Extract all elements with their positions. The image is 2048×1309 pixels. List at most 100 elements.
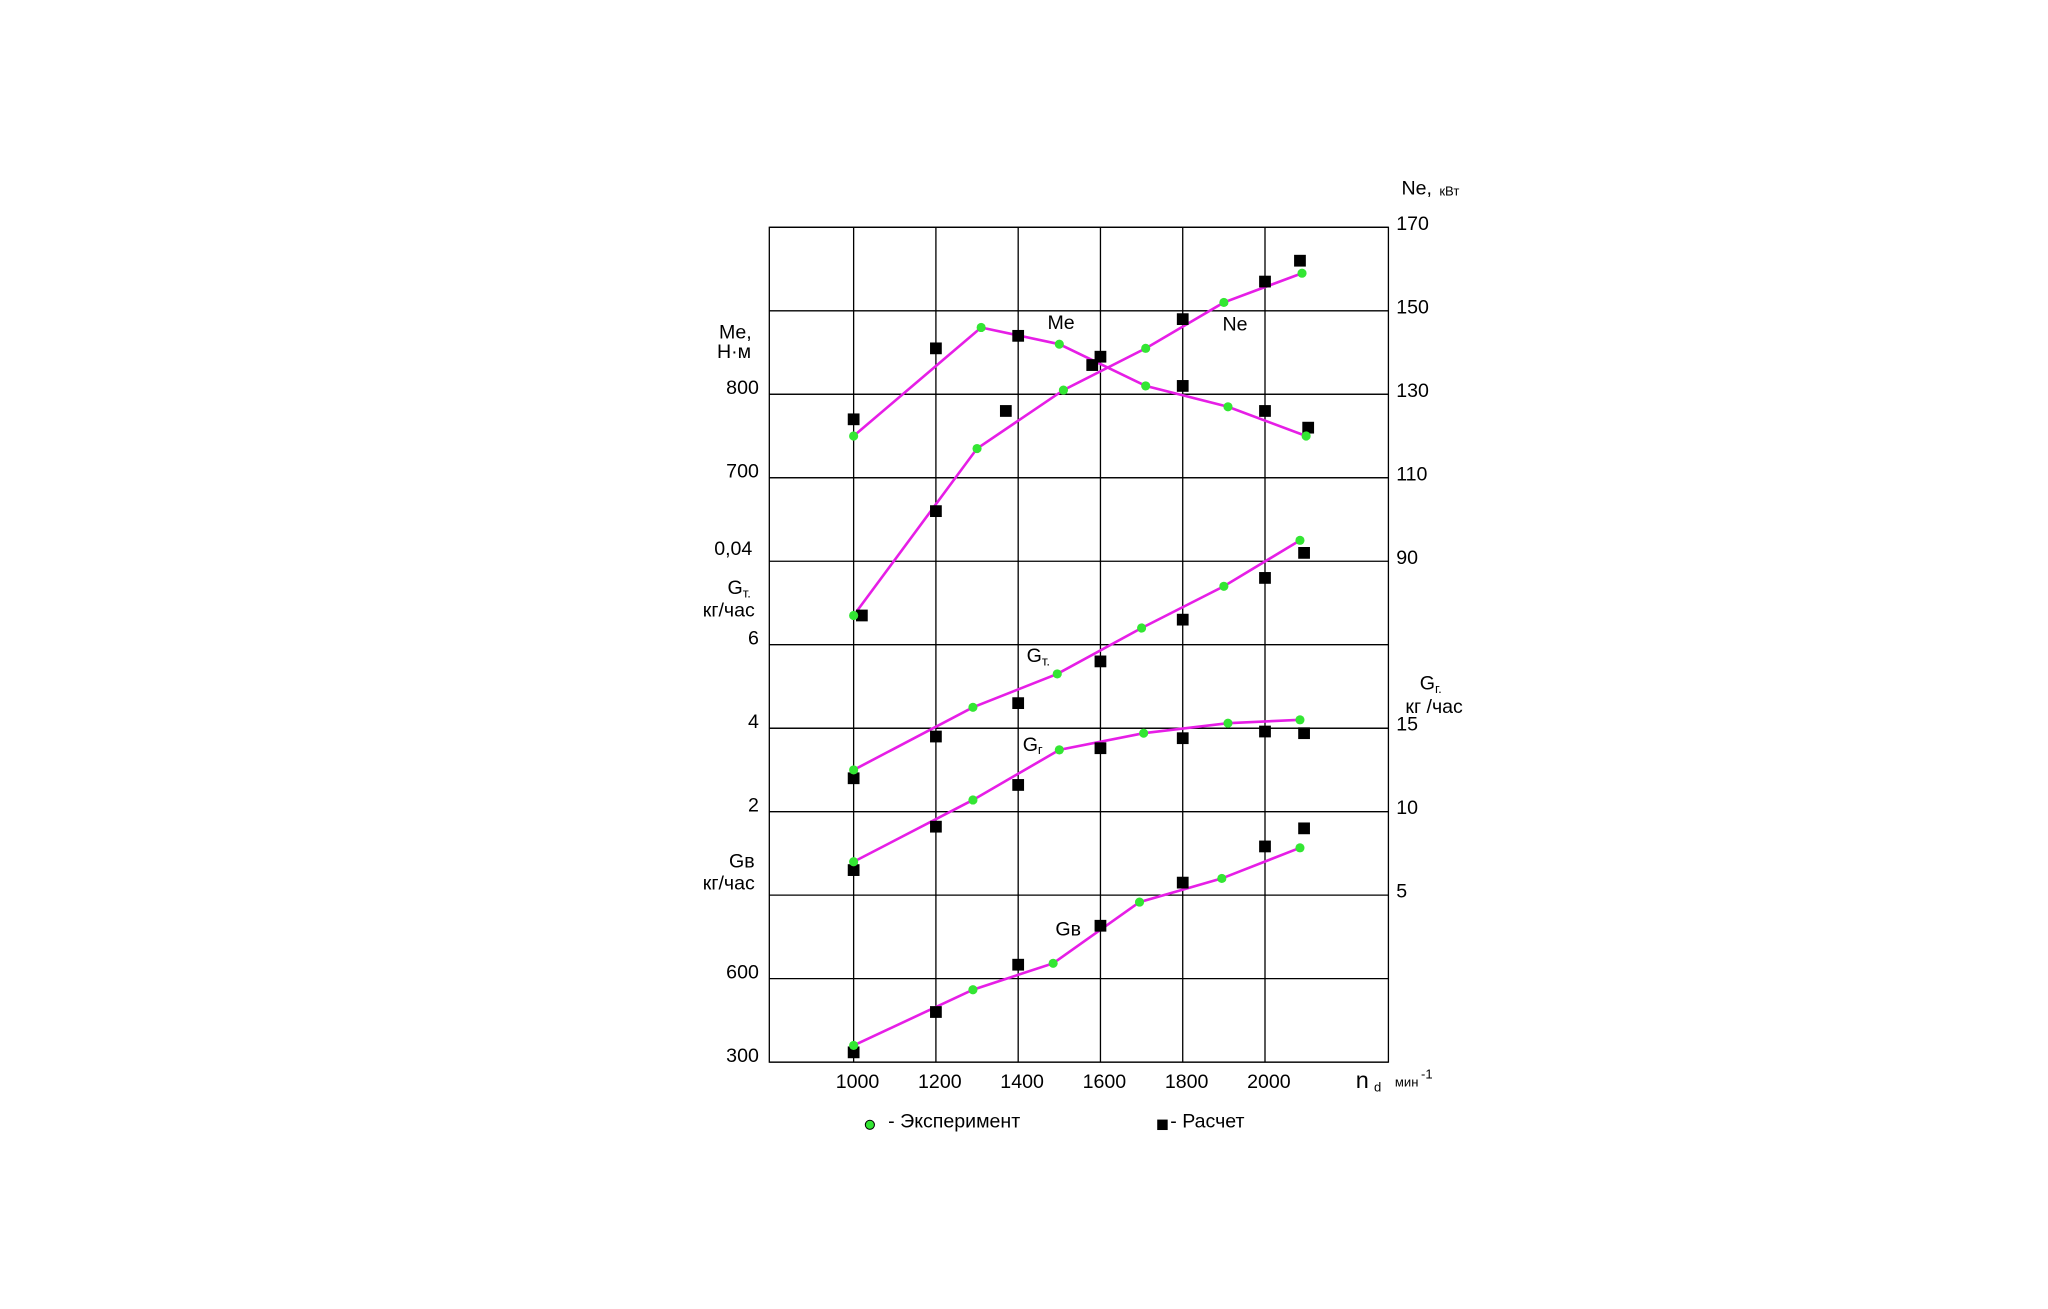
calc-point [930,505,942,518]
calc-point [1176,380,1189,392]
y-tick-label: 150 [1396,296,1429,318]
calc-point [1294,254,1306,267]
experiment-point [849,857,859,867]
x-tick-label: 1600 [1083,1071,1127,1093]
experiment-point [849,1040,859,1050]
axis-unit: кг/час [703,600,755,622]
x-axis-label-sub: d [1374,1080,1381,1095]
experiment-point [1301,431,1311,441]
annotation: 0,04 [714,538,752,560]
x-axis-label: n [1356,1067,1369,1093]
experiment-point [1048,958,1058,968]
legend-label: - Эксперимент [888,1110,1020,1132]
y-tick-label: 2 [748,795,759,817]
calc-point [1012,958,1025,971]
calc-point [847,413,860,426]
y-tick-label: 110 [1396,463,1427,485]
calc-point [1176,313,1189,326]
calc-point [847,772,860,785]
axis-title-sub: т. [743,586,751,601]
calc-point [1094,742,1107,755]
experiment-point [1137,623,1147,633]
calc-point [1012,697,1025,710]
calc-point [1298,727,1310,740]
calc-point [930,1006,942,1018]
calc-point [1259,572,1271,584]
axis-title: Gв [729,850,755,872]
axis-unit: кг/час [703,873,755,895]
axis-title: Ne, [1401,178,1431,200]
experiment-point [1295,843,1305,853]
axis-title-main: G [728,577,743,599]
calc-point [1259,725,1271,738]
experiment-point [1217,873,1227,884]
curve-label: Gт. [1027,645,1050,669]
axis-title-main: G [1420,673,1435,695]
experiment-point [1054,745,1064,755]
experiment-point [1297,268,1307,278]
curve-label: Gв [1055,918,1081,940]
calc-point [1086,359,1099,371]
axis-unit: Н·м [717,341,751,363]
curve-label-sub: г [1038,743,1043,758]
axis-title-sub: г. [1435,681,1442,696]
y-tick-label: 130 [1396,380,1429,402]
experiment-point [849,610,859,621]
y-tick-label: 90 [1396,547,1418,569]
calc-point [1176,876,1189,889]
calc-point [1298,546,1310,559]
legend-marker [864,1119,875,1130]
curve-label: Gг [1023,734,1043,758]
calc-point [1259,275,1271,288]
axis-title: Gг. [1420,673,1442,697]
x-tick-label: 1800 [1165,1071,1209,1093]
fit-line [852,272,1303,617]
fit-line [853,718,1301,863]
curve-label: Me [1048,312,1075,334]
experiment-point [1295,715,1305,725]
experiment-point [1054,339,1064,349]
experiment-point [1295,535,1305,545]
y-tick-label: 10 [1396,797,1418,819]
x-tick-label: 2000 [1247,1071,1291,1093]
experiment-point [972,443,982,454]
calc-point [1176,613,1189,626]
experiment-point [1219,581,1229,591]
calc-point [999,405,1012,417]
fit-line [852,326,1307,438]
calc-point [1176,732,1189,745]
y-tick-label: 700 [726,461,759,483]
experiment-point [968,985,978,995]
experiment-point [1139,728,1149,738]
x-axis-unit-sup: -1 [1421,1067,1433,1082]
experiment-point [1058,385,1069,395]
fit-line [853,846,1301,1047]
y-tick-label: 600 [726,962,759,984]
calc-point [855,609,868,622]
axis-title: Me, [719,321,752,343]
axis-unit: кг /час [1405,696,1463,718]
y-tick-label: 800 [726,377,759,399]
experiment-point [1141,343,1151,353]
calc-point [1012,329,1025,342]
y-tick-label: 170 [1396,213,1429,235]
curve-label-main: G [1023,734,1038,756]
legend-marker [1157,1119,1168,1131]
calc-point [930,820,942,833]
experiment-point [976,322,986,333]
x-tick-label: 1000 [836,1071,880,1093]
experiment-point [849,431,859,441]
calc-point [1302,421,1315,434]
calc-point [847,864,860,876]
curve-label: Ne [1223,313,1248,335]
calc-point [1259,405,1271,417]
calc-point [930,342,942,355]
experiment-point [1141,381,1151,391]
axis-unit: кВт [1439,183,1459,198]
experiment-point [1223,718,1233,728]
calc-point [1094,655,1107,668]
experiment-point [968,795,978,805]
axis-title: Gт. [728,577,751,601]
